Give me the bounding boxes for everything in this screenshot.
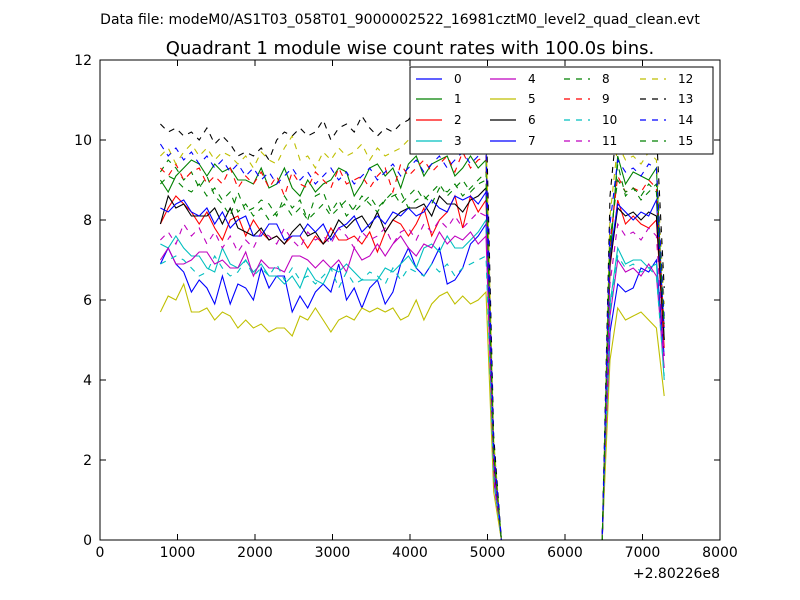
x-axis: 0 1000 2000 3000 4000 5000 6000 7000 8000 [96, 60, 738, 561]
legend-label-13: 13 [678, 92, 693, 106]
legend-label-5: 5 [528, 92, 536, 106]
legend-label-15: 15 [678, 134, 693, 148]
legend-label-12: 12 [678, 72, 693, 86]
y-tick-label: 2 [83, 453, 92, 469]
series-layer [159, 103, 665, 541]
series-line-9 [160, 150, 665, 541]
y-tick-label: 6 [83, 293, 92, 309]
legend-label-6: 6 [528, 113, 536, 127]
series-line-6 [159, 186, 665, 541]
legend-label-4: 4 [528, 72, 536, 86]
legend-label-11: 11 [602, 134, 617, 148]
x-axis-offset-label: +2.80226e8 [633, 566, 720, 582]
series-line-12 [160, 131, 665, 541]
x-tick-label: 3000 [315, 545, 351, 561]
y-tick-label: 8 [83, 213, 92, 229]
chart-title: Quadrant 1 module wise count rates with … [166, 38, 655, 59]
x-tick-label: 5000 [470, 545, 506, 561]
figure-suptitle: Data file: modeM0/AS1T03_058T01_90000025… [100, 12, 700, 28]
legend-label-2: 2 [454, 113, 462, 127]
y-tick-label: 12 [74, 53, 92, 69]
x-tick-label: 8000 [702, 545, 738, 561]
legend-label-1: 1 [454, 92, 462, 106]
y-tick-label: 4 [83, 373, 92, 389]
series-line-10 [160, 254, 665, 541]
y-tick-label: 10 [74, 133, 92, 149]
series-line-4 [159, 230, 665, 541]
series-line-7 [160, 190, 665, 541]
legend-label-8: 8 [602, 72, 610, 86]
series-line-11 [160, 211, 665, 541]
legend-label-0: 0 [454, 72, 462, 86]
x-tick-label: 0 [96, 545, 105, 561]
series-line-1 [159, 154, 665, 541]
series-line-13 [160, 103, 665, 541]
series-line-0 [159, 222, 665, 541]
series-line-5 [159, 282, 665, 541]
legend-label-9: 9 [602, 92, 610, 106]
legend-label-7: 7 [528, 134, 536, 148]
x-tick-label: 7000 [625, 545, 661, 561]
y-tick-label: 0 [83, 533, 92, 549]
legend-box [409, 66, 714, 155]
series-line-14 [159, 143, 665, 541]
legend-label-10: 10 [602, 113, 617, 127]
x-tick-label: 2000 [237, 545, 273, 561]
legend-label-3: 3 [454, 134, 462, 148]
x-tick-label: 6000 [547, 545, 583, 561]
x-tick-label: 4000 [392, 545, 428, 561]
legend-label-14: 14 [678, 113, 693, 127]
x-tick-label: 1000 [160, 545, 196, 561]
